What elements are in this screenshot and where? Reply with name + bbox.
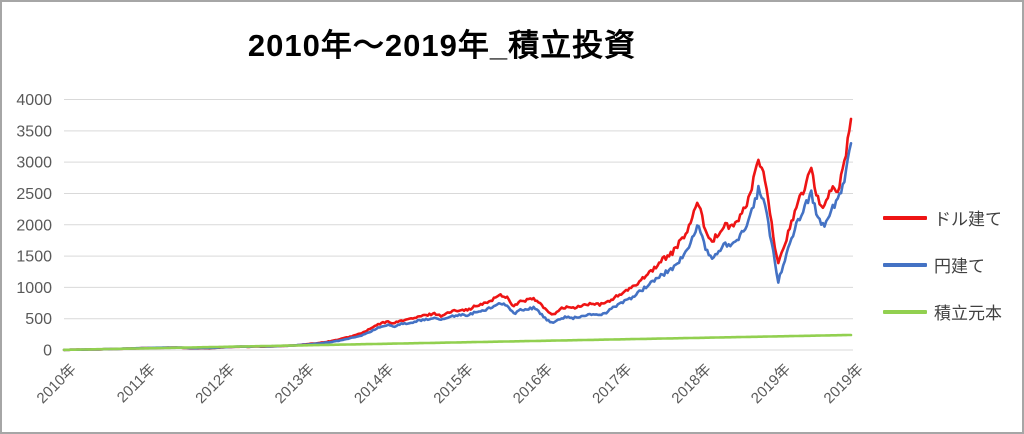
x-axis-label: 2016年 bbox=[510, 361, 556, 407]
legend-label-principal: 積立元本 bbox=[934, 304, 1002, 323]
x-axis-label: 2017年 bbox=[589, 361, 635, 407]
y-axis-label: 2000 bbox=[16, 217, 52, 234]
x-axis-label: 2019年 bbox=[821, 361, 867, 407]
x-axis-label: 2014年 bbox=[351, 361, 397, 407]
x-axis-label: 2012年 bbox=[192, 361, 238, 407]
legend: ドル建て 円建て 積立元本 bbox=[883, 205, 1002, 324]
y-axis-label: 3500 bbox=[16, 123, 52, 140]
legend-item-principal: 積立元本 bbox=[883, 299, 1002, 324]
y-axis-label: 1000 bbox=[16, 280, 52, 297]
x-axis-label: 2015年 bbox=[430, 361, 476, 407]
y-axis-label: 0 bbox=[43, 343, 52, 360]
x-axis-label: 2018年 bbox=[668, 361, 714, 407]
y-axis-label: 4000 bbox=[16, 92, 52, 109]
legend-item-yen: 円建て bbox=[883, 252, 1002, 277]
yen-line-swatch-icon bbox=[883, 262, 927, 267]
series-line-2 bbox=[62, 333, 853, 352]
legend-label-dollar: ドル建て bbox=[934, 210, 1002, 229]
chart-title: 2010年〜2019年_積立投資 bbox=[247, 28, 637, 63]
legend-item-dollar: ドル建て bbox=[883, 205, 1002, 230]
x-axis-label: 2019年 bbox=[748, 361, 794, 407]
y-axis-label: 500 bbox=[25, 311, 52, 328]
principal-line-swatch-icon bbox=[883, 309, 927, 314]
x-axis-label: 2013年 bbox=[272, 361, 318, 407]
y-axis-label: 2500 bbox=[16, 186, 52, 203]
x-axis-label: 2010年 bbox=[34, 361, 80, 407]
dollar-line-swatch-icon bbox=[883, 215, 927, 220]
y-axis-label: 3000 bbox=[16, 155, 52, 172]
y-axis-label: 1500 bbox=[16, 249, 52, 266]
x-axis-label: 2011年 bbox=[114, 361, 159, 406]
legend-label-yen: 円建て bbox=[934, 257, 985, 276]
